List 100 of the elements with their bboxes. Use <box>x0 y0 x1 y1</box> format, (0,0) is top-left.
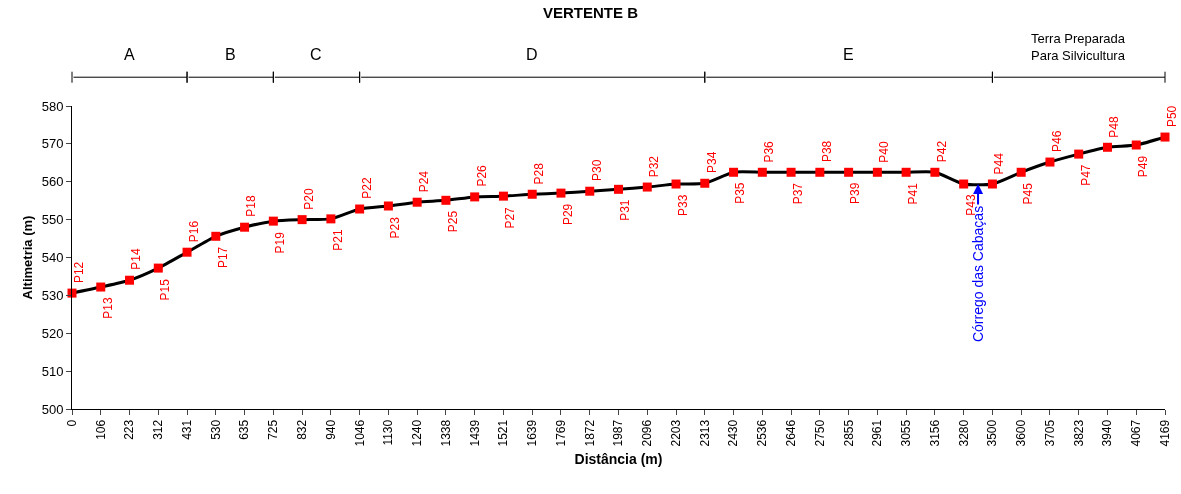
point <box>1045 157 1055 167</box>
point <box>326 214 336 224</box>
annotation: P23 <box>388 216 403 239</box>
point <box>527 189 537 199</box>
y-tick-label: 550 <box>41 212 64 228</box>
x-tick-label: 2750 <box>812 419 827 447</box>
x-tick-label: 1046 <box>352 419 367 447</box>
x-tick-label: 3940 <box>1100 419 1115 447</box>
annotation: P18 <box>244 195 259 217</box>
x-tick-label: 223 <box>122 419 137 440</box>
x-tick-label: 4067 <box>1129 419 1144 447</box>
x-tick-label: 2096 <box>640 419 655 447</box>
y-tick-label: 510 <box>41 363 64 379</box>
annotation: P12 <box>71 261 86 284</box>
y-tick-label: 520 <box>41 325 64 341</box>
x-tick-label: 3156 <box>927 419 942 447</box>
x-tick-label: 1987 <box>611 419 626 447</box>
point <box>987 179 997 189</box>
x-tick-label: 1240 <box>410 419 425 447</box>
annotation: P36 <box>762 140 777 163</box>
point <box>383 201 393 211</box>
x-tick-label: 530 <box>208 419 223 440</box>
point <box>700 178 710 188</box>
y-tick-label: 500 <box>41 401 64 417</box>
point <box>412 197 422 207</box>
point <box>470 192 480 202</box>
x-tick-label: 3705 <box>1042 419 1057 447</box>
y-tick-label: 580 <box>41 98 64 114</box>
y-tick-label: 540 <box>41 250 64 266</box>
annotation: P29 <box>560 203 575 226</box>
x-tick-label: 2430 <box>726 419 741 447</box>
text: Terra Preparada Para Silvicultura <box>1031 31 1126 63</box>
point <box>153 263 163 273</box>
annotation: P44 <box>992 152 1007 175</box>
x-tick-label: 3500 <box>985 419 1000 447</box>
point <box>815 167 825 177</box>
point <box>1131 140 1141 150</box>
point <box>1016 167 1026 177</box>
annotation: P13 <box>100 297 115 319</box>
x-tick-label: 2855 <box>841 419 856 447</box>
annotation: P31 <box>618 199 633 221</box>
annotation: P35 <box>733 182 748 204</box>
point <box>642 182 652 192</box>
x-tick-label: 3055 <box>899 419 914 447</box>
annotation: P22 <box>359 176 374 199</box>
y-tick-label: 530 <box>41 287 64 303</box>
point <box>757 167 767 177</box>
point <box>671 179 681 189</box>
point <box>355 204 365 214</box>
point <box>901 167 911 177</box>
point <box>930 167 940 177</box>
x-tick-label: 1338 <box>438 419 453 447</box>
annotation: P48 <box>1107 116 1122 138</box>
point <box>211 231 221 241</box>
x-tick-label: 1439 <box>467 419 482 447</box>
point <box>96 282 106 292</box>
annotation: P49 <box>1136 155 1151 178</box>
annotation: P25 <box>445 210 460 233</box>
point <box>729 167 739 177</box>
annotation: P15 <box>158 278 173 301</box>
annotation: P34 <box>704 151 719 174</box>
x-axis-title: Distância (m) <box>574 450 663 467</box>
annotation: P24 <box>416 170 431 193</box>
point <box>959 179 969 189</box>
x-tick-label: 2203 <box>668 419 683 447</box>
annotation: P38 <box>819 140 834 163</box>
annotation: P14 <box>129 248 144 270</box>
x-tick-label: 1769 <box>553 419 568 447</box>
annotation: P42 <box>934 140 949 163</box>
annotation: P20 <box>302 188 317 210</box>
annotation: P28 <box>531 162 546 185</box>
annotation: P47 <box>1078 164 1093 186</box>
text: E <box>843 46 854 63</box>
point <box>297 215 307 225</box>
annotation: P45 <box>1020 182 1035 205</box>
text: B <box>225 46 236 63</box>
point <box>786 167 796 177</box>
x-tick-label: 1130 <box>381 419 396 446</box>
text: D <box>526 46 538 63</box>
annotation: P33 <box>676 194 691 217</box>
annotation: P17 <box>215 246 230 269</box>
point <box>182 247 192 257</box>
annotation: P46 <box>1049 130 1064 152</box>
y-tick-label: 570 <box>41 136 64 152</box>
point <box>240 222 250 232</box>
x-tick-label: 1872 <box>582 419 597 447</box>
annotation: P39 <box>848 182 863 204</box>
point <box>125 275 135 285</box>
annotation: P16 <box>186 220 201 243</box>
annotation: P40 <box>877 140 892 163</box>
point <box>1160 132 1170 142</box>
x-tick-label: 1521 <box>496 419 511 447</box>
x-tick-label: 312 <box>151 419 166 440</box>
text: C <box>310 46 322 63</box>
annotation: P41 <box>905 182 920 205</box>
annotation: P19 <box>273 231 288 254</box>
point <box>1074 149 1084 159</box>
x-tick-label: 2313 <box>697 419 712 447</box>
point <box>441 195 451 205</box>
x-tick-label: 4169 <box>1157 419 1172 447</box>
